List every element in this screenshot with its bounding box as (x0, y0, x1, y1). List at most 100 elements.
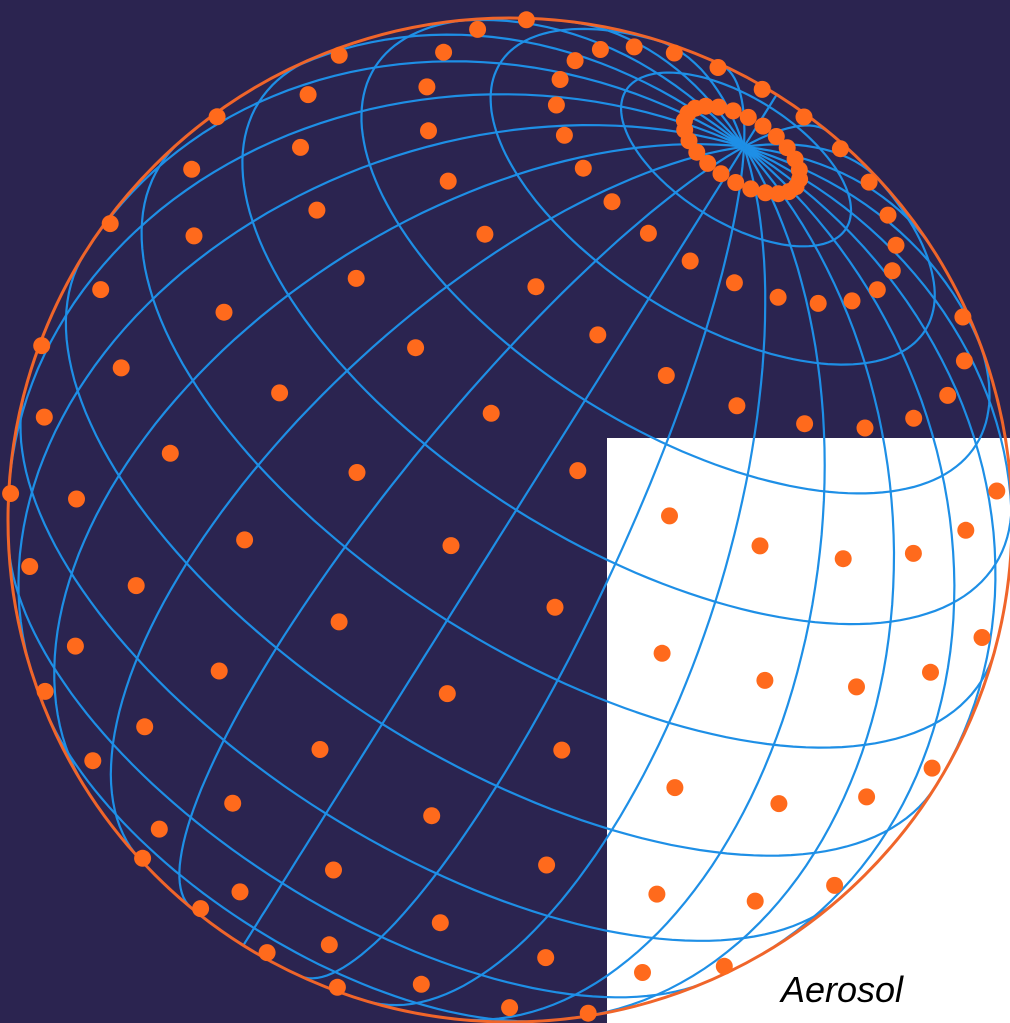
particle-dots (2, 11, 1006, 1022)
grid-line (743, 145, 956, 964)
particle-dot (435, 43, 453, 61)
particle-dot (292, 138, 309, 156)
particle-dot (973, 629, 991, 646)
particle-dot (35, 408, 53, 426)
particle-dot (905, 409, 923, 427)
particle-dot (420, 122, 437, 140)
particle-dot (724, 102, 742, 120)
grid-line (241, 58, 1010, 626)
particle-dot (625, 38, 643, 56)
particle-dot (858, 788, 876, 806)
grid-line (743, 145, 1010, 556)
particle-dot (215, 303, 233, 321)
particle-dot (299, 86, 317, 104)
particle-dot (648, 885, 666, 903)
grid-line (455, 146, 826, 1022)
particle-dot (438, 685, 456, 703)
grid-line (53, 143, 745, 788)
particle-dot (161, 444, 179, 462)
particle-dot (904, 544, 922, 562)
particle-dot (843, 292, 861, 310)
particle-dot (712, 165, 730, 183)
particle-dot (860, 173, 878, 191)
particle-dot (955, 352, 973, 370)
particle-dot (469, 20, 487, 38)
particle-dot (681, 252, 699, 270)
particle-dot (574, 159, 592, 177)
grid-line (140, 140, 996, 749)
particle-dot (699, 154, 717, 172)
particle-dot (348, 464, 366, 481)
particle-dot (92, 281, 110, 299)
particle-dot (591, 41, 609, 58)
particle-dot (728, 397, 746, 415)
grid-line (743, 145, 997, 801)
particle-dot (665, 44, 683, 62)
white-inset-panel (607, 438, 1010, 1023)
particle-dot (311, 741, 329, 758)
particle-dot (330, 46, 348, 64)
particle-dot (210, 662, 228, 680)
particle-dot (33, 337, 51, 355)
particle-dot (308, 201, 326, 219)
particle-dot (831, 140, 849, 158)
particle-dot (688, 143, 706, 161)
particle-dot (725, 274, 743, 292)
particle-dot (101, 215, 119, 233)
grid-line (19, 388, 840, 942)
particle-dot (236, 531, 254, 549)
particle-dot (742, 180, 760, 198)
particle-dot (537, 949, 555, 967)
particle-dot (834, 550, 852, 568)
particle-dot (753, 80, 771, 98)
particle-dot (666, 779, 684, 797)
particle-dot (653, 644, 671, 662)
particle-dot (439, 172, 457, 190)
grid-line (8, 541, 710, 999)
particle-dot (347, 269, 365, 287)
grid-line (360, 18, 991, 495)
particle-dot (112, 359, 130, 377)
particle-dot (923, 759, 941, 777)
particle-dot (868, 281, 886, 299)
particle-dot (634, 964, 651, 981)
particle-dot (68, 490, 85, 508)
grid-line (75, 60, 745, 268)
particle-dot (954, 308, 972, 326)
particle-dot (551, 71, 569, 88)
particle-dot (883, 262, 901, 280)
particle-dot (325, 861, 342, 879)
particle-dot (769, 288, 787, 306)
particle-dot (134, 849, 152, 867)
particle-dot (603, 193, 621, 211)
particle-dot (579, 1004, 597, 1022)
particle-dot (809, 294, 827, 312)
particle-dot (407, 339, 425, 357)
particle-dot (538, 856, 556, 874)
particle-dot (657, 367, 675, 384)
particle-dot (856, 419, 874, 437)
particle-dot (988, 482, 1006, 500)
grid-line (17, 123, 745, 687)
particle-dot (423, 807, 441, 825)
caption-label: Aerosol (780, 969, 904, 1010)
particle-dot (320, 936, 338, 954)
particle-dot (569, 462, 587, 480)
particle-dot (476, 225, 494, 243)
particle-dot (482, 404, 500, 422)
particle-dot (939, 386, 957, 404)
particle-dot (271, 384, 289, 402)
grid-line (566, 145, 896, 1020)
particle-dot (879, 206, 897, 224)
particle-dot (767, 128, 785, 145)
particle-dot (756, 671, 774, 689)
grid-line (743, 94, 778, 148)
particle-dot (136, 718, 154, 736)
particle-dot (66, 637, 84, 655)
particle-dot (330, 613, 348, 631)
particle-dot (709, 59, 727, 76)
sphere-outline (6, 16, 1010, 1023)
particle-dot (527, 278, 545, 296)
particle-dot (547, 96, 565, 114)
